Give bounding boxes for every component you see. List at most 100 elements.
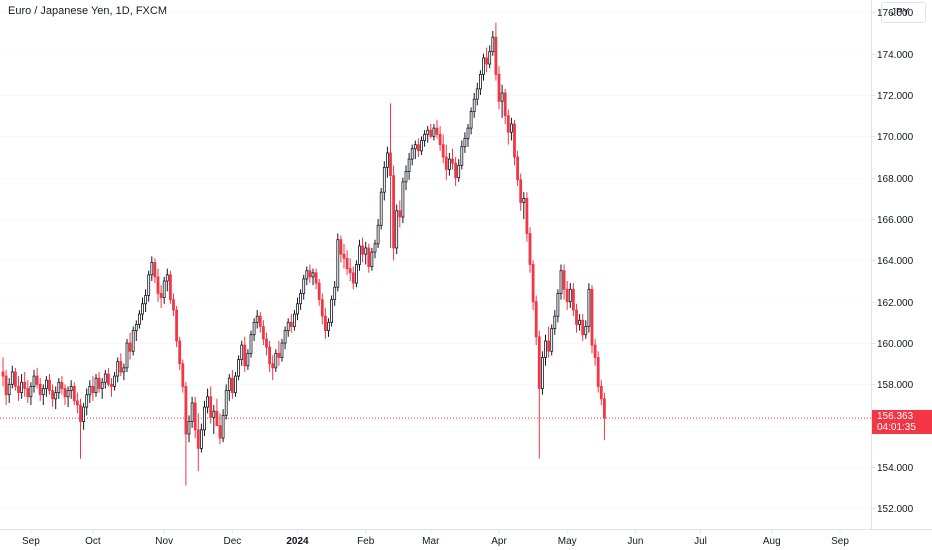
time-tick-label: May [558,536,577,547]
candle [88,380,92,403]
chart-title: Euro / Japanese Yen, 1D, FXCM [8,5,167,17]
currency-button[interactable]: JPY [881,2,926,23]
candle-body [590,288,594,346]
candle-body [423,133,427,141]
candle-body [404,171,408,183]
time-tick-label: Apr [491,536,507,547]
candle [379,188,383,230]
candle [444,144,448,180]
candle-body [199,429,203,449]
candle [172,293,175,317]
candle-body [513,123,516,158]
candle-body [578,319,581,325]
candle [404,165,408,191]
candle-body [88,386,92,396]
candle [423,130,427,147]
time-tick-label: Oct [85,536,101,547]
candle-body [48,379,51,391]
candle-body [268,346,272,365]
candle-body [488,51,492,65]
candle-body [596,357,600,387]
candle [100,378,104,399]
candle [7,378,11,403]
candle [367,243,371,273]
candle-body [336,239,340,288]
candle [544,334,547,366]
candle-body [376,224,380,245]
candle-body [420,140,423,152]
candle [227,374,231,401]
candle-body [568,288,572,303]
candle-body [565,288,569,303]
candle [258,312,262,333]
candle [550,324,554,356]
candle [382,161,386,201]
candle-body [463,138,467,148]
candle [370,247,374,271]
candle-body [271,363,275,369]
candle [63,384,67,406]
candle-body [522,197,526,203]
time-axis[interactable]: Sep Oct Nov Dec 2024 Feb Mar Apr May Jun Jul Aug Sep [22,529,849,547]
candle [472,92,476,118]
price-tick-label: 172.000 [877,91,914,102]
candle [10,365,14,389]
bar-countdown: 04:01:35 [877,422,916,433]
candle [581,314,585,341]
candle [184,382,188,486]
candle [209,386,213,424]
last-price-value: 156.363 [877,411,914,422]
candle [277,340,281,366]
price-axis[interactable]: 152.000154.000156.000158.000160.000162.0… [871,8,914,515]
candle-body [221,414,225,439]
candle-body [519,179,523,203]
candle [234,371,237,397]
time-tick-label: 2024 [286,536,309,547]
candle-body [128,342,132,352]
candle [79,398,82,459]
candle-body [348,268,352,274]
candle-body [441,144,445,158]
candle-body [299,293,303,305]
candle-body [131,330,135,352]
candle-body [187,421,191,435]
candle [345,250,349,275]
candle [590,285,594,354]
candle [603,392,606,441]
candle [137,309,141,329]
candle [255,309,259,329]
candle-body [531,264,535,303]
candle-body [144,295,148,305]
candle-body [60,381,64,389]
candle [237,355,241,381]
candle-body [69,386,73,391]
candle [587,283,591,333]
candle-body [255,315,259,323]
candle-body [82,406,85,422]
candle-body [38,383,42,396]
candle-body [29,386,33,398]
time-tick-label: Mar [422,536,440,547]
candle-body [110,383,113,387]
candle-body [506,115,510,133]
time-tick-label: Feb [357,536,375,547]
candle [292,309,296,331]
candle-body [547,340,550,352]
candle-body [305,270,309,280]
candle-body [575,309,578,325]
candle-body [280,342,284,358]
candle-body [215,410,219,427]
candle [286,318,290,337]
candle [376,219,380,248]
candle-body [367,247,371,267]
candle [41,384,45,406]
candle-body [351,272,355,284]
candle [522,192,526,220]
candle-body [475,88,479,100]
price-tick-label: 176.000 [877,8,914,19]
candle [438,126,442,151]
candle [373,239,377,259]
time-tick-label: Sep [22,536,40,547]
candle-body [91,386,95,394]
